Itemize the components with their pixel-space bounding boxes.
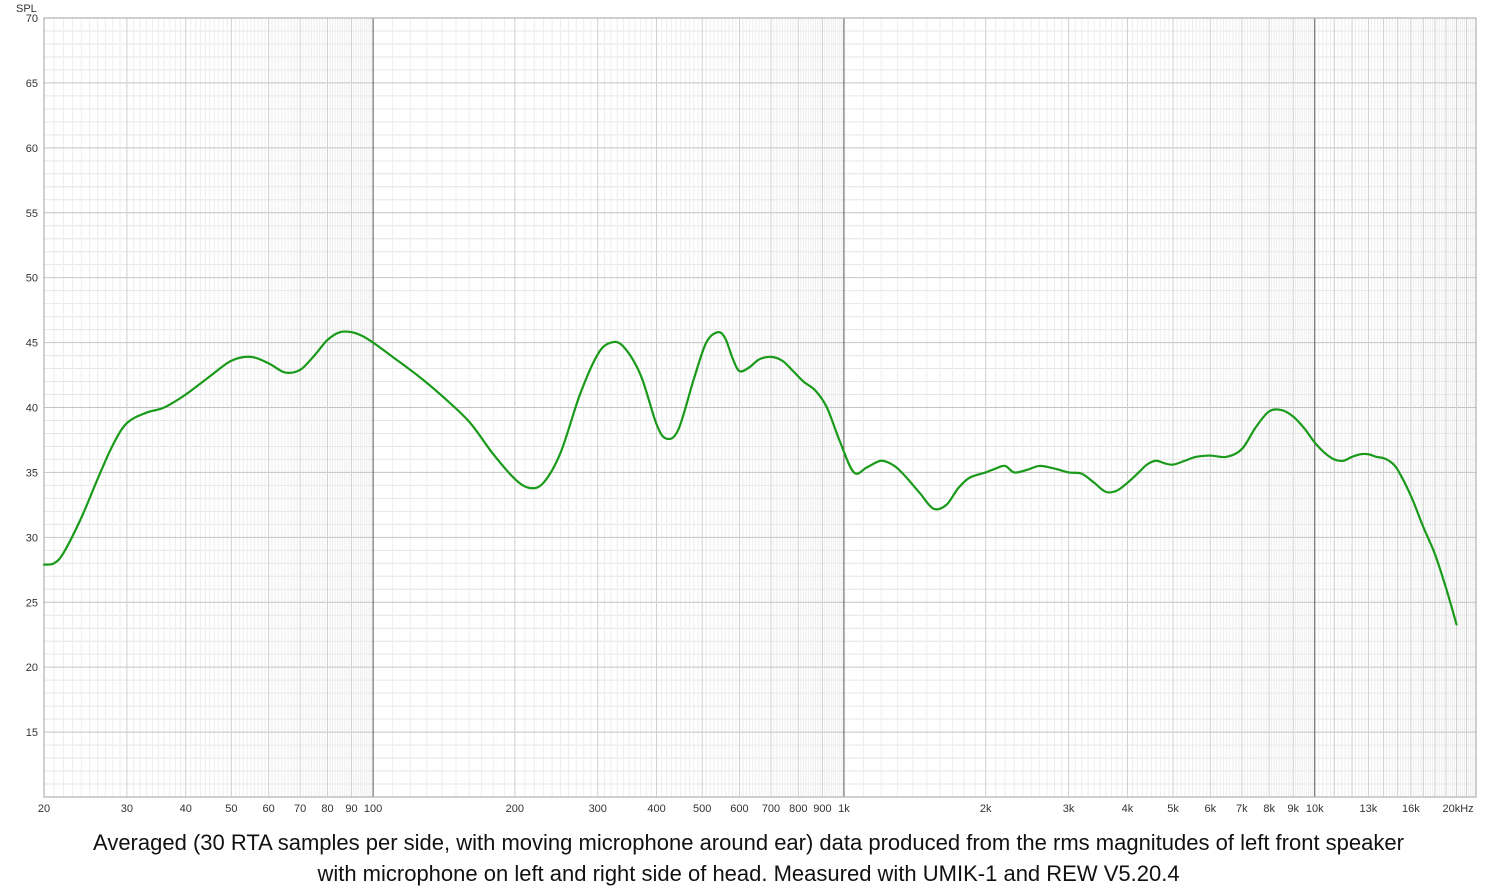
x-tick-label: 5k bbox=[1167, 803, 1179, 815]
x-tick-label: 700 bbox=[762, 803, 780, 815]
x-tick-label: 6k bbox=[1205, 803, 1217, 815]
x-tick-label: 500 bbox=[693, 803, 711, 815]
x-tick-label: 800 bbox=[789, 803, 807, 815]
caption-line-2: with microphone on left and right side o… bbox=[317, 861, 1180, 886]
x-tick-label: 13k bbox=[1360, 803, 1378, 815]
x-tick-label: 2k bbox=[980, 803, 992, 815]
y-tick-label: 70 bbox=[26, 13, 38, 25]
x-tick-label: 30 bbox=[121, 803, 133, 815]
x-tick-label: 300 bbox=[589, 803, 607, 815]
y-tick-label: 25 bbox=[26, 597, 38, 609]
plot-frame bbox=[43, 17, 1477, 798]
x-tick-label: 100 bbox=[364, 803, 382, 815]
y-tick-label: 65 bbox=[26, 78, 38, 90]
x-tick-label: 20kHz bbox=[1443, 803, 1474, 815]
spl-series-line bbox=[42, 330, 1458, 626]
y-tick-label: 15 bbox=[26, 727, 38, 739]
x-tick-label: 3k bbox=[1063, 803, 1075, 815]
y-tick-label: 20 bbox=[26, 662, 38, 674]
x-tick-label: 10k bbox=[1306, 803, 1324, 815]
x-tick-label: 90 bbox=[345, 803, 357, 815]
x-tick-label: 70 bbox=[294, 803, 306, 815]
x-tick-label: 9k bbox=[1287, 803, 1299, 815]
x-tick-label: 60 bbox=[263, 803, 275, 815]
x-tick-label: 4k bbox=[1122, 803, 1134, 815]
x-tick-label: 200 bbox=[506, 803, 524, 815]
frequency-response-chart: 70 65 60 55 50 45 40 35 30 25 20 15 20 30 40 50 60 70 80 9… bbox=[16, 3, 1477, 815]
y-tick-label: 50 bbox=[26, 273, 38, 285]
y-tick-label: 40 bbox=[26, 403, 38, 415]
y-tick-label: 35 bbox=[26, 467, 38, 479]
y-tick-label: 45 bbox=[26, 338, 38, 350]
x-axis-ticks: 20 30 40 50 60 70 80 90 100 200 300 400 500 600 700 800… bbox=[38, 803, 1474, 815]
x-tick-label: 40 bbox=[180, 803, 192, 815]
x-tick-label: 600 bbox=[730, 803, 748, 815]
x-tick-label: 1k bbox=[838, 803, 850, 815]
y-axis-ticks: 70 65 60 55 50 45 40 35 30 25 20 15 bbox=[26, 13, 38, 739]
y-tick-label: 30 bbox=[26, 532, 38, 544]
y-tick-label: 60 bbox=[26, 143, 38, 155]
x-tick-label: 80 bbox=[321, 803, 333, 815]
series-layer bbox=[42, 330, 1458, 626]
x-tick-label: 400 bbox=[647, 803, 665, 815]
x-tick-label: 900 bbox=[813, 803, 831, 815]
caption-line-1: Averaged (30 RTA samples per side, with … bbox=[93, 830, 1404, 855]
y-axis-label: SPL bbox=[16, 3, 37, 15]
x-tick-label: 16k bbox=[1402, 803, 1420, 815]
x-tick-label: 20 bbox=[38, 803, 50, 815]
x-tick-label: 7k bbox=[1236, 803, 1248, 815]
major-grid bbox=[44, 18, 1476, 797]
x-tick-label: 50 bbox=[225, 803, 237, 815]
y-tick-label: 55 bbox=[26, 208, 38, 220]
x-tick-label: 8k bbox=[1263, 803, 1275, 815]
